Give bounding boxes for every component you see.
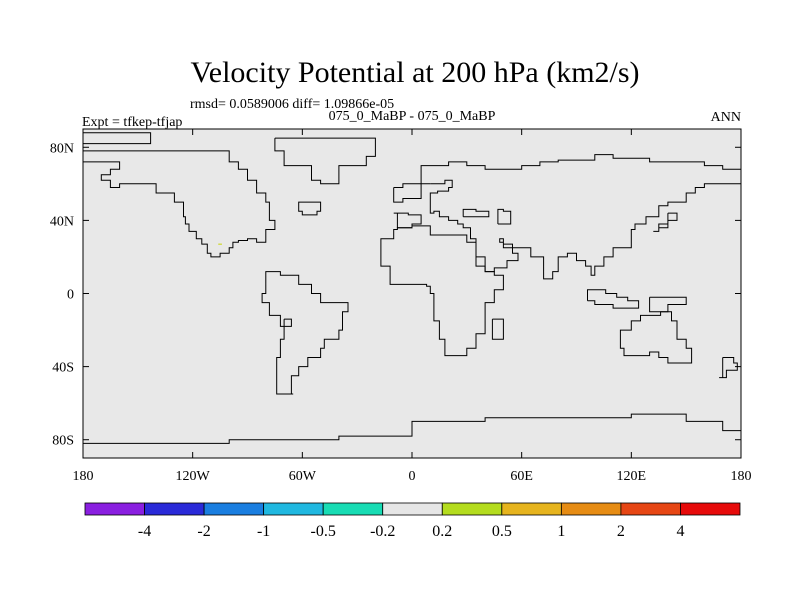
- coastline-2: [83, 150, 276, 258]
- y-axis: 80N 40N 0 40S 80S: [50, 141, 741, 449]
- coastline-16: [649, 296, 687, 313]
- figure-title: Velocity Potential at 200 hPa (km2/s): [190, 56, 639, 89]
- coastline-20: [83, 413, 742, 444]
- colorbar-swatch: [620, 502, 681, 516]
- colorbar: -4 -2 -1 -0.5 -0.2 0.2 0.5 1 2 4: [84, 502, 741, 540]
- colorbar-swatch: [501, 502, 562, 516]
- colorbar-label: -2: [197, 523, 210, 540]
- coastline-18: [619, 311, 693, 364]
- colorbar-swatch: [144, 502, 205, 516]
- coastline-7: [380, 225, 504, 357]
- season-label: ANN: [711, 110, 741, 125]
- colorbar-label: -0.2: [370, 523, 395, 540]
- colorbar-swatch: [441, 502, 503, 516]
- map-area: [82, 128, 742, 459]
- y-tick-label: 40N: [50, 214, 74, 229]
- coastline-11: [420, 154, 742, 185]
- coastline-3: [274, 137, 376, 185]
- x-tick-label: 120W: [176, 469, 211, 484]
- coastline-14: [497, 208, 512, 225]
- coastline-9: [393, 183, 422, 203]
- colorbar-swatch: [322, 502, 384, 516]
- map-background: [83, 129, 741, 458]
- colorbar-swatch: [203, 502, 265, 516]
- colorbar-swatch: [84, 502, 145, 516]
- colorbar-label: 4: [676, 523, 684, 540]
- x-tick-label: 0: [409, 469, 416, 484]
- coastline-4: [298, 201, 322, 216]
- colorbar-label: -0.5: [311, 523, 336, 540]
- y-tick-label: 40S: [52, 361, 74, 376]
- colorbar-label: 0.2: [432, 523, 452, 540]
- x-axis: 180 120W 60W 0 60E 120E 180: [73, 129, 752, 484]
- x-tick-label: 60W: [289, 469, 317, 484]
- stats-line: rmsd= 0.0589006 diff= 1.09866e-05: [190, 97, 394, 112]
- coastline-19: [719, 357, 738, 379]
- coastline-15: [587, 289, 640, 309]
- coastline-12: [429, 179, 741, 280]
- y-tick-label: 80N: [50, 141, 74, 156]
- coastline-13: [462, 208, 490, 218]
- coastline-1: [83, 132, 152, 145]
- colorbar-swatch: [680, 502, 741, 516]
- coastline-6: [283, 318, 292, 327]
- colorbar-swatch: [382, 502, 443, 516]
- experiment-label: Expt = tfkep-tfjap: [82, 115, 182, 130]
- colorbar-label: -4: [138, 523, 151, 540]
- x-tick-label: 60E: [510, 469, 533, 484]
- coastline-17: [653, 212, 678, 232]
- colorbar-swatch: [263, 502, 324, 516]
- coastline-10: [393, 212, 422, 229]
- coastline-5: [261, 271, 349, 395]
- colorbar-swatch: [560, 502, 622, 516]
- y-tick-label: 80S: [52, 434, 74, 449]
- y-tick-label: 0: [67, 288, 74, 303]
- colorbar-label: -1: [257, 523, 270, 540]
- colorbar-label: 0.5: [492, 523, 512, 540]
- case-label: 075_0_MaBP - 075_0_MaBP: [329, 109, 496, 124]
- colorbar-label: 1: [557, 523, 565, 540]
- x-tick-label: 180: [731, 469, 752, 484]
- x-tick-label: 120E: [617, 469, 647, 484]
- colorbar-label: 2: [617, 523, 625, 540]
- coastline-layer: [83, 132, 742, 444]
- x-tick-label: 180: [73, 469, 94, 484]
- coastline-8: [491, 318, 504, 340]
